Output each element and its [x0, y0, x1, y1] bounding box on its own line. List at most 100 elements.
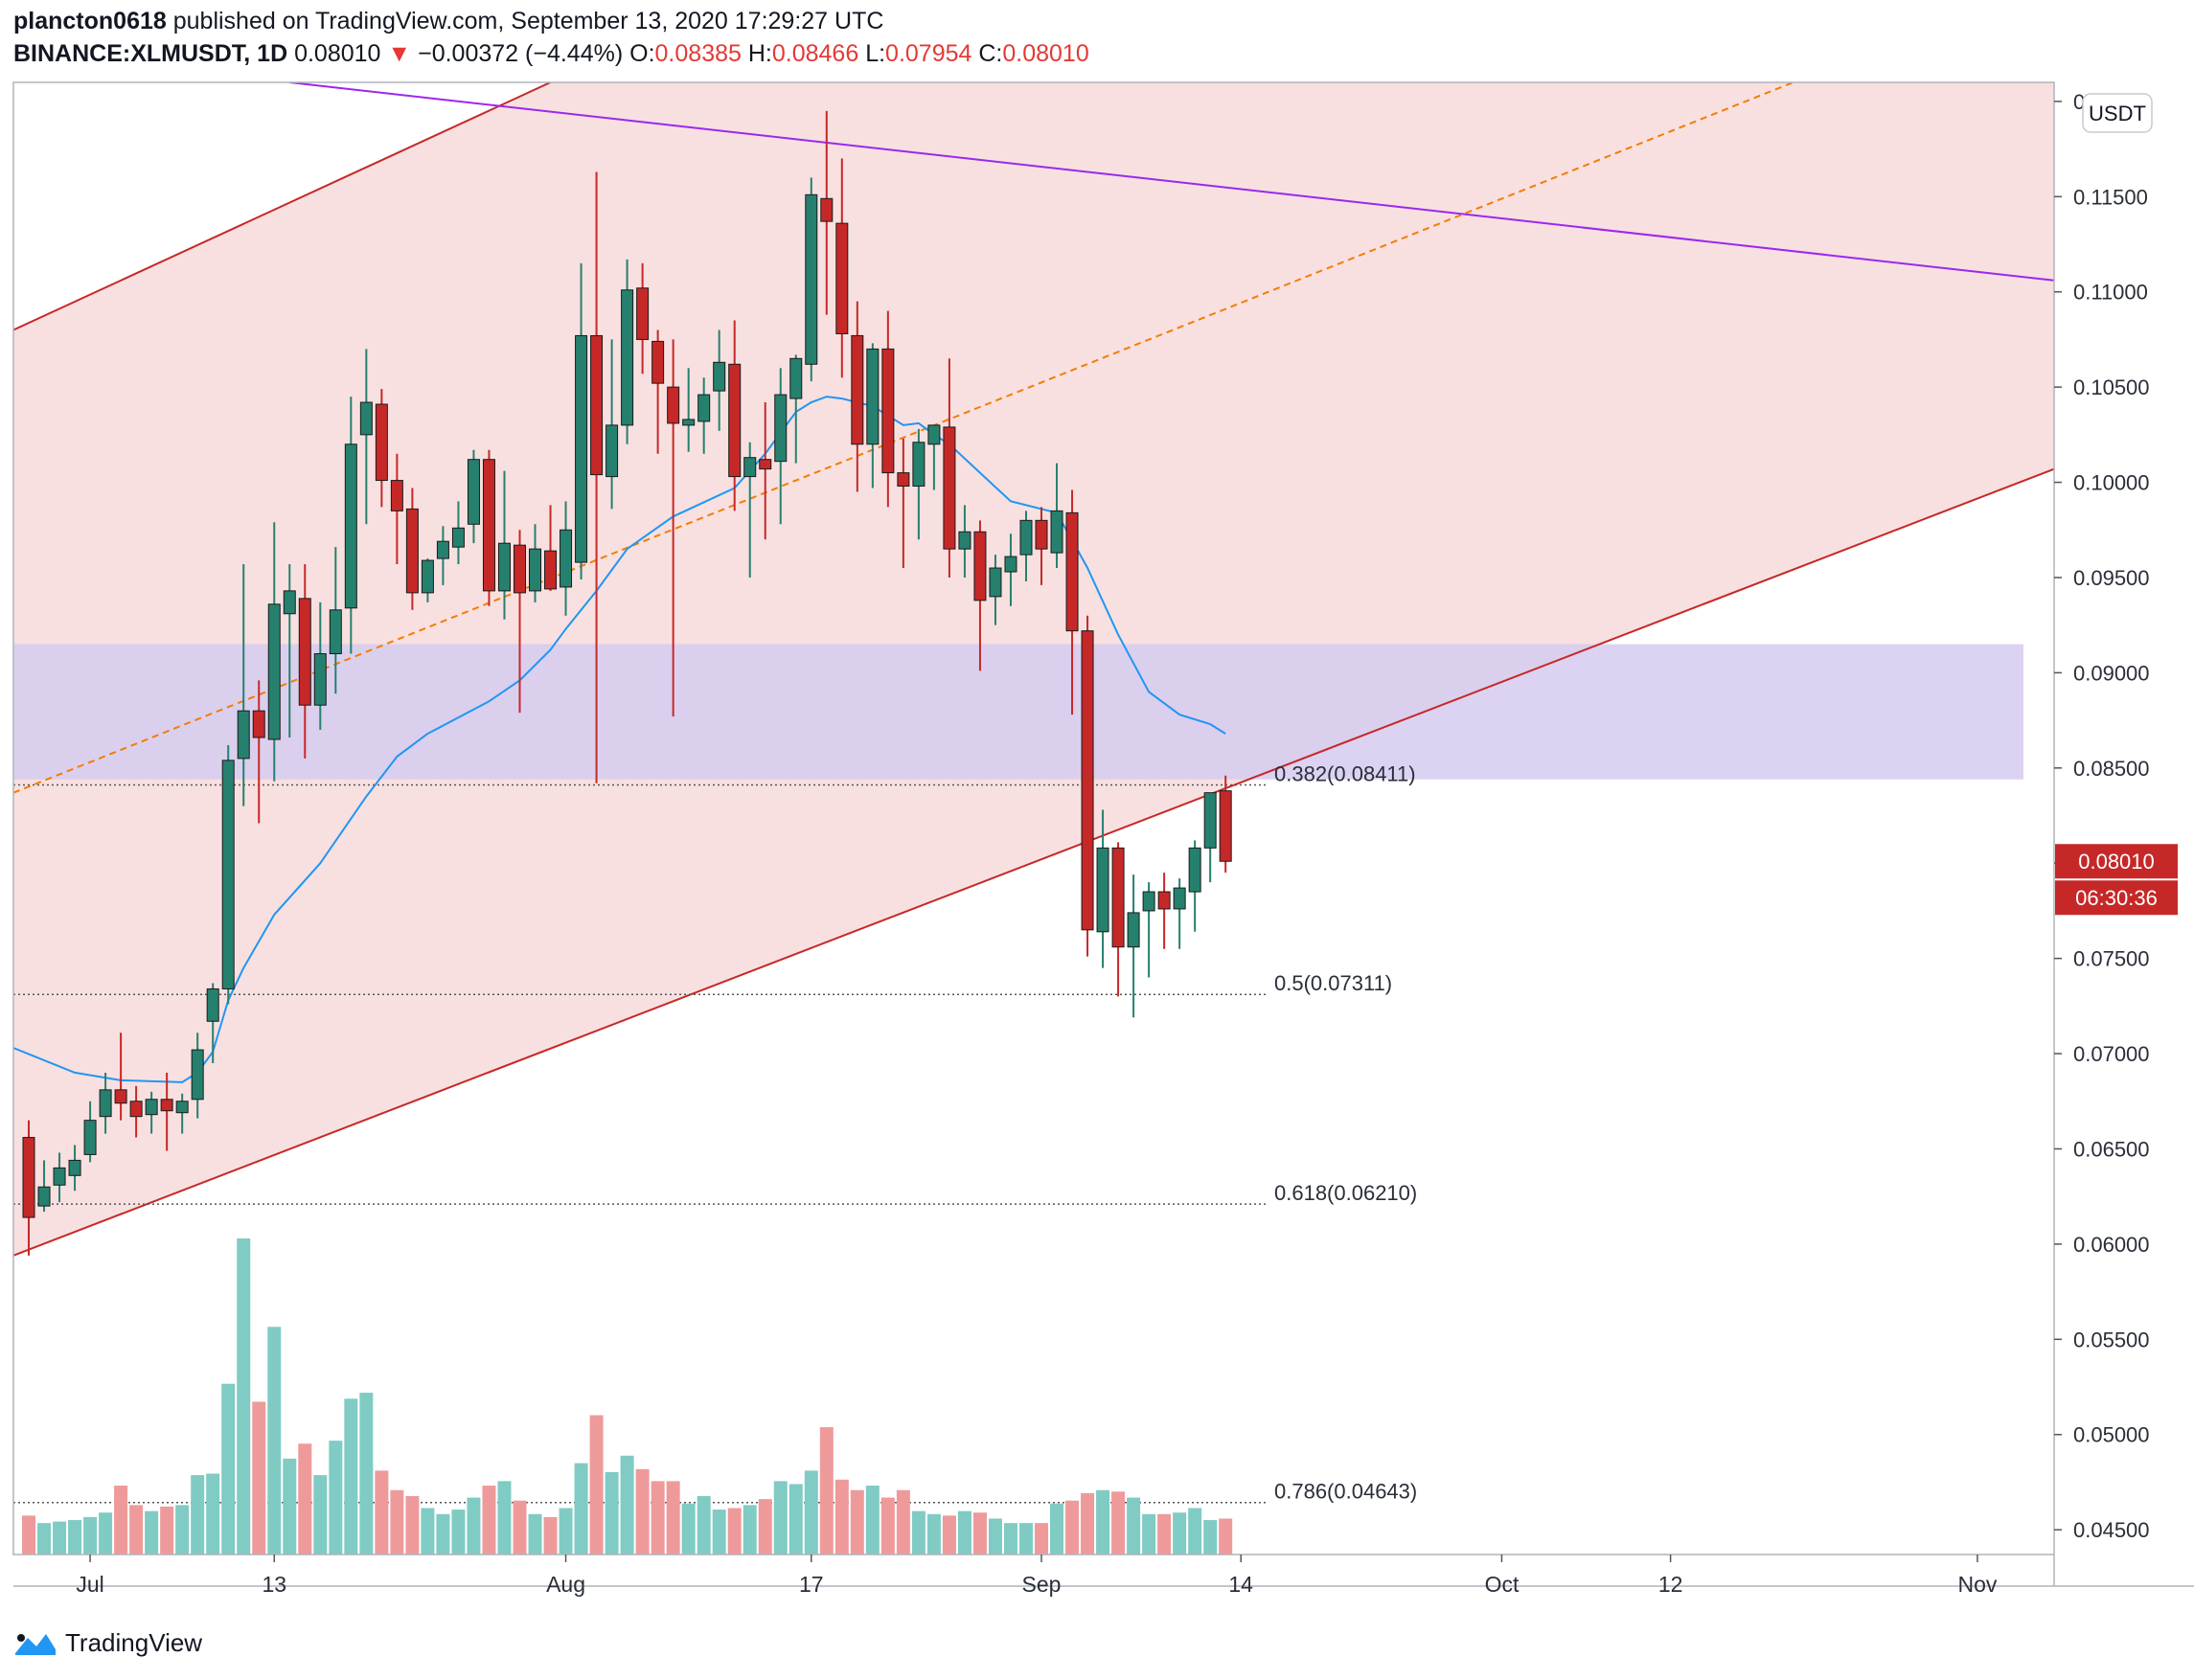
candle — [129, 1085, 143, 1138]
candle-body — [313, 653, 327, 706]
close-value: 0.08010 — [1002, 40, 1089, 67]
candle-body — [973, 531, 987, 602]
candle — [99, 1072, 112, 1134]
candle — [83, 1101, 97, 1163]
volume-bar — [1219, 1518, 1233, 1555]
candle-body — [283, 590, 296, 615]
down-arrow-icon: ▼ — [387, 40, 412, 67]
candle — [943, 358, 956, 578]
candle-body — [713, 361, 726, 392]
candle — [451, 501, 465, 565]
candle-body — [851, 334, 864, 445]
time-axis[interactable]: Jul 13 Aug 17 Sep 14 Oct 12 Nov — [76, 1555, 1998, 1597]
volume-bar — [329, 1441, 343, 1555]
time-tick-label: Sep — [1022, 1572, 1062, 1597]
candle-body — [1203, 792, 1217, 849]
candle — [881, 310, 895, 508]
candle-body — [497, 542, 511, 592]
volume-bar — [543, 1516, 558, 1555]
candle-body — [1127, 912, 1140, 948]
price-tick-label: 0.07000 — [2073, 1042, 2150, 1066]
candle — [713, 329, 726, 431]
candle — [1142, 882, 1155, 978]
volume-bar — [957, 1510, 971, 1555]
candle — [835, 158, 849, 378]
candle-body — [405, 508, 419, 594]
candle — [37, 1160, 51, 1213]
candle — [175, 1093, 189, 1134]
volume-bar — [359, 1393, 374, 1555]
price-tick-label: 0.04500 — [2073, 1518, 2150, 1542]
volume-bar — [160, 1506, 174, 1555]
high-value: 0.08466 — [771, 40, 859, 67]
candle — [743, 442, 757, 578]
candle-body — [83, 1120, 97, 1155]
candle-body — [1081, 630, 1094, 931]
candle-body — [590, 334, 604, 476]
candle — [606, 339, 619, 510]
volume-bar — [880, 1497, 895, 1555]
candle — [1050, 463, 1063, 569]
fib-level-label: 0.786(0.04643) — [1274, 1480, 1417, 1504]
candle — [590, 171, 604, 783]
candle — [145, 1091, 158, 1134]
price-tick-label: 0.08500 — [2073, 757, 2150, 781]
candle-body — [529, 548, 542, 592]
candle-body — [958, 531, 971, 550]
time-tick-label: Aug — [546, 1572, 585, 1597]
candle — [682, 368, 696, 452]
volume-bar — [1203, 1520, 1218, 1555]
tradingview-brand[interactable]: TradingView — [13, 1628, 202, 1658]
candle-body — [989, 567, 1002, 598]
candle-body — [513, 544, 526, 594]
volume-bar — [942, 1515, 956, 1555]
candle-body — [881, 348, 895, 474]
candle — [1081, 615, 1094, 957]
candle-body — [606, 424, 619, 478]
candle — [436, 526, 449, 585]
candle-body — [129, 1101, 143, 1118]
volume-bar — [743, 1505, 757, 1555]
author-name[interactable]: plancton0618 — [13, 8, 167, 34]
candle — [544, 505, 558, 591]
candle — [421, 558, 434, 602]
volume-bar — [926, 1513, 941, 1555]
candle — [989, 555, 1002, 625]
last-price-tag: 0.08010 06:30:36 — [2055, 844, 2178, 916]
channel-lower-line — [13, 467, 2054, 1257]
change-value: −0.00372 (−4.44%) — [418, 40, 624, 67]
candle-body — [943, 426, 956, 550]
volume-bar — [1003, 1523, 1017, 1555]
candle-body — [1188, 847, 1201, 893]
candle-body — [99, 1089, 112, 1118]
price-axis[interactable]: 0.04500 0.05000 0.05500 0.06000 0.06500 0.070… — [2054, 90, 2150, 1542]
volume-bar — [114, 1486, 128, 1555]
close-label: C: — [978, 40, 1003, 67]
candle — [1219, 775, 1232, 874]
fib-level-label: 0.618(0.06210) — [1274, 1181, 1417, 1205]
volume-bar — [436, 1513, 450, 1555]
volume-bar — [1111, 1491, 1126, 1555]
price-tick-label: 0.09500 — [2073, 566, 2150, 590]
candle-body — [114, 1089, 127, 1104]
volume-bar — [221, 1383, 236, 1555]
plot-area[interactable]: 0.382(0.08411) 0.5(0.07311) 0.618(0.06210)… — [13, 0, 2054, 1555]
volume-bar — [53, 1521, 67, 1555]
currency-badge[interactable]: USDT — [2082, 93, 2153, 133]
candle — [375, 389, 388, 508]
volume-bar — [1081, 1492, 1095, 1555]
candle-body — [298, 598, 311, 706]
candle — [820, 110, 834, 315]
volume-bar — [1188, 1508, 1202, 1555]
candle-body — [252, 710, 265, 738]
candle — [298, 564, 311, 759]
candle — [114, 1033, 127, 1121]
fib-level-label: 0.382(0.08411) — [1274, 762, 1416, 786]
open-label: O: — [629, 40, 655, 67]
volume-bar — [513, 1500, 527, 1555]
candle-body — [1142, 891, 1155, 912]
volume-bar — [1142, 1513, 1156, 1555]
volume-bar — [865, 1486, 880, 1555]
candle-body — [22, 1137, 35, 1218]
